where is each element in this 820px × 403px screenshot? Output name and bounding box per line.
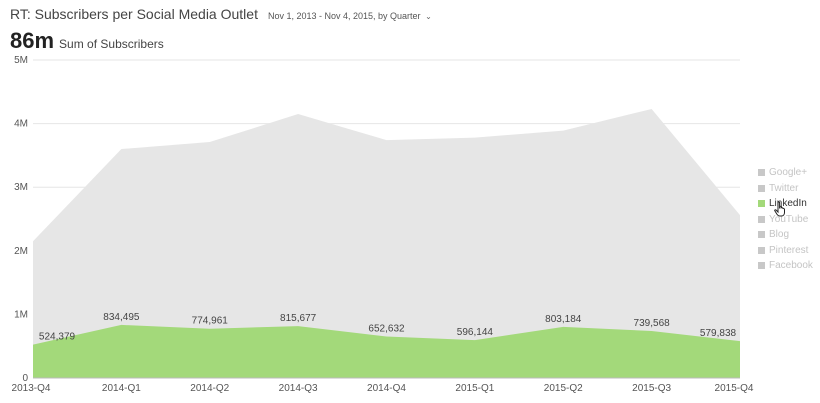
legend-label: Twitter [769, 182, 799, 194]
data-label: 524,379 [39, 332, 76, 343]
y-tick-label: 5M [14, 55, 28, 66]
y-tick-label: 2M [14, 246, 28, 257]
kpi-label: Sum of Subscribers [59, 37, 164, 51]
legend-label: YouTube [769, 213, 809, 225]
legend-label: Google+ [769, 167, 808, 179]
legend-item[interactable]: Twitter [758, 181, 813, 197]
legend-item[interactable]: YouTube [758, 212, 813, 228]
legend-item[interactable]: Google+ [758, 165, 813, 181]
legend-swatch [758, 184, 765, 192]
chart-title: RT: Subscribers per Social Media Outlet [10, 6, 258, 22]
kpi-summary: 86m Sum of Subscribers [10, 28, 164, 54]
data-label: 579,838 [700, 328, 737, 339]
legend-swatch [758, 246, 765, 254]
legend-item[interactable]: LinkedIn [758, 196, 813, 212]
legend-swatch [758, 231, 765, 239]
legend-item[interactable]: Facebook [758, 258, 813, 274]
data-label: 834,495 [103, 312, 140, 323]
legend-swatch [758, 200, 765, 208]
series-area-linkedin[interactable] [33, 324, 740, 378]
legend-label: LinkedIn [769, 198, 807, 210]
legend-item[interactable]: Blog [758, 227, 813, 243]
axes: 0 1M 2M 3M 4M 5M 2013-Q4 2014-Q1 2014-Q2 2014-Q3 2… [12, 55, 754, 394]
y-tick-label: 3M [14, 182, 28, 193]
legend-swatch [758, 262, 765, 270]
date-range-filter[interactable]: Nov 1, 2013 - Nov 4, 2015, by Quarter ⌄ [268, 11, 432, 21]
data-label: 739,568 [634, 318, 671, 329]
kpi-value: 86m [10, 28, 55, 53]
x-tick-label: 2014-Q4 [367, 383, 406, 394]
series-area-total [33, 108, 740, 379]
x-tick-label: 2013-Q4 [12, 383, 51, 394]
legend-swatch [758, 169, 765, 177]
chart-legend: Google+ Twitter LinkedIn YouTube Blog Pintere… [758, 165, 813, 274]
legend-label: Blog [769, 229, 790, 241]
data-label: 815,677 [280, 313, 317, 324]
legend-swatch [758, 215, 765, 223]
data-label: 652,632 [368, 323, 405, 334]
x-tick-label: 2014-Q2 [190, 383, 229, 394]
chart-header: RT: Subscribers per Social Media Outlet … [10, 6, 432, 22]
y-tick-label: 0 [22, 373, 28, 384]
data-label: 774,961 [192, 316, 229, 327]
legend-label: Pinterest [769, 244, 809, 256]
chevron-down-icon: ⌄ [425, 12, 432, 21]
data-label: 596,144 [457, 327, 494, 338]
x-tick-label: 2014-Q1 [102, 383, 141, 394]
data-labels: 524,379 834,495 774,961 815,677 652,632 596,1… [39, 312, 737, 343]
date-range-label: Nov 1, 2013 - Nov 4, 2015, by Quarter [267, 11, 421, 21]
hand-pointer-icon [774, 201, 785, 217]
x-tick-label: 2015-Q2 [544, 383, 583, 394]
data-label: 803,184 [545, 314, 582, 325]
x-tick-label: 2015-Q1 [455, 383, 494, 394]
legend-label: Facebook [769, 260, 813, 272]
x-tick-label: 2014-Q3 [279, 383, 318, 394]
legend-item[interactable]: Pinterest [758, 243, 813, 259]
x-tick-label: 2015-Q3 [632, 383, 671, 394]
y-tick-label: 4M [14, 119, 28, 130]
area-series [33, 108, 740, 379]
y-tick-label: 1M [14, 309, 28, 320]
x-tick-label: 2015-Q4 [715, 383, 754, 394]
